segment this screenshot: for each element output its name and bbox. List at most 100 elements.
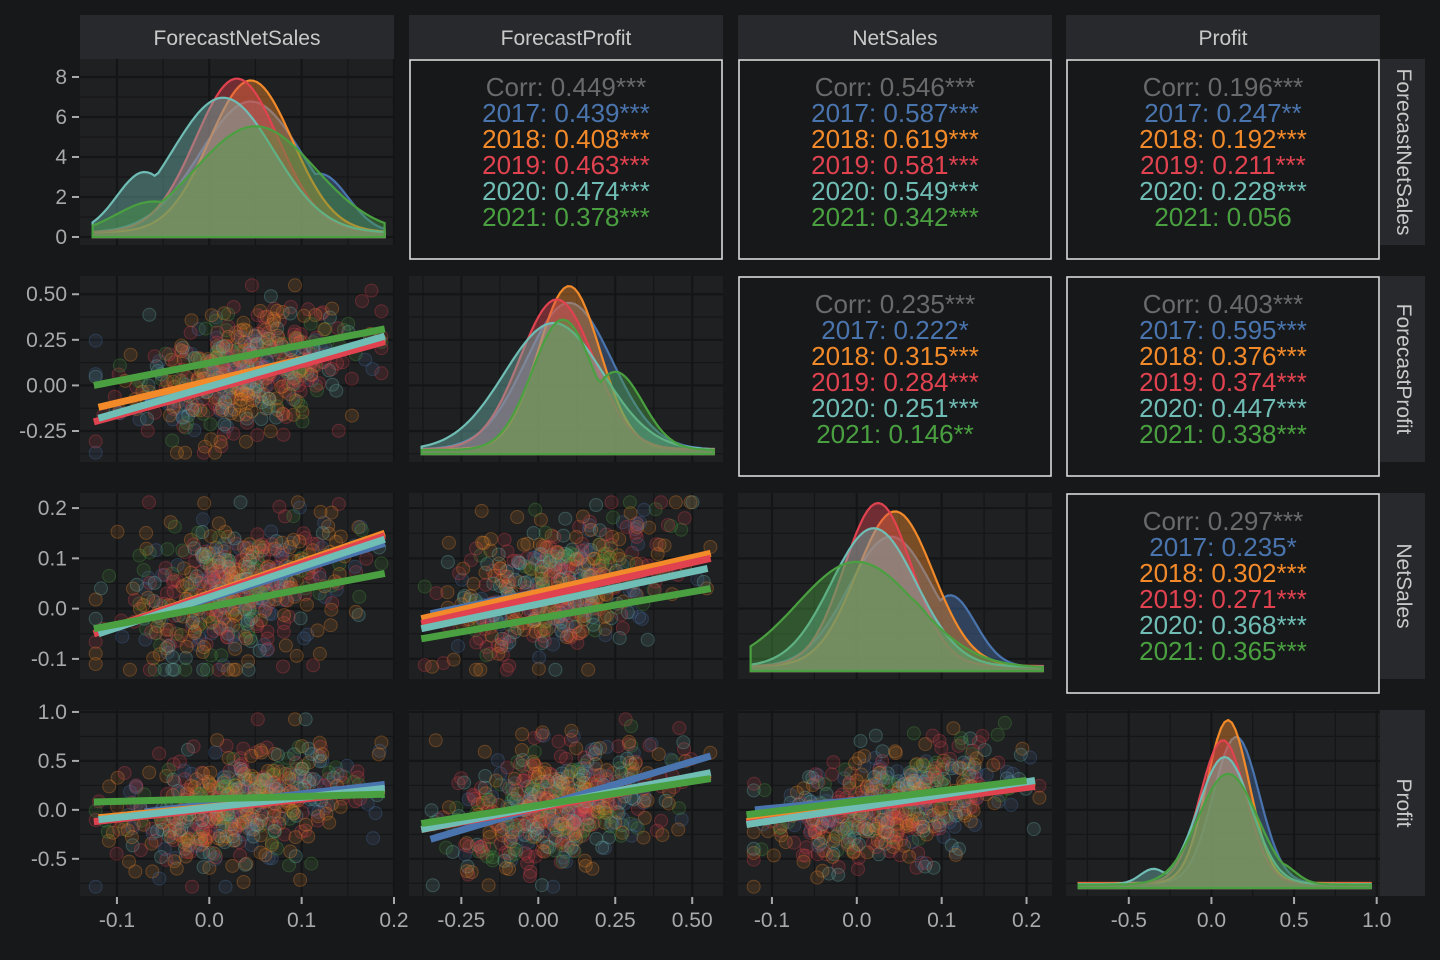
- scatter-point: [576, 775, 591, 790]
- scatter-point: [237, 540, 252, 555]
- scatter-point: [209, 540, 224, 555]
- scatter-point: [668, 495, 683, 510]
- scatter-point: [287, 747, 302, 762]
- scatter-point: [288, 768, 303, 783]
- scatter-point: [773, 823, 788, 838]
- scatter-point: [374, 366, 389, 381]
- scatter-point: [230, 809, 245, 824]
- scatter-point: [842, 777, 857, 792]
- scatter-point: [304, 368, 319, 382]
- scatter-point: [881, 815, 895, 830]
- scatter-point: [923, 808, 938, 823]
- scatter-point: [810, 847, 825, 862]
- scatter-point: [161, 639, 176, 654]
- scatter-point: [517, 828, 532, 842]
- scatter-point: [214, 541, 229, 556]
- scatter-point: [603, 809, 618, 824]
- scatter-point: [351, 520, 366, 535]
- scatter-point: [374, 735, 389, 750]
- scatter-point: [817, 777, 832, 792]
- scatter-point: [493, 766, 508, 781]
- scatter-point: [146, 651, 161, 666]
- scatter-point: [609, 804, 624, 819]
- scatter-point: [217, 835, 232, 850]
- scatter-point: [152, 746, 167, 761]
- scatter-point: [374, 304, 389, 319]
- corr-group-2020: 2020: 0.447***: [1139, 393, 1307, 423]
- scatter-point: [556, 528, 571, 543]
- scatter-point: [612, 631, 627, 645]
- scatter-point: [537, 633, 552, 648]
- scatter-point: [583, 543, 598, 557]
- scatter-point: [353, 520, 368, 534]
- scatter-point: [208, 310, 223, 325]
- scatter-point: [324, 602, 339, 617]
- scatter-point: [524, 562, 539, 576]
- scatter-point: [195, 548, 210, 563]
- scatter-point: [651, 747, 666, 762]
- scatter-point: [857, 759, 872, 773]
- scatter-point: [543, 549, 558, 564]
- scatter-point: [208, 814, 223, 829]
- scatter-point: [252, 818, 267, 833]
- scatter-point: [237, 766, 252, 781]
- scatter-point: [267, 824, 282, 839]
- scatter-point: [157, 842, 172, 856]
- scatter-point: [169, 861, 184, 876]
- scatter-point: [221, 329, 236, 344]
- scatter-point: [640, 793, 655, 808]
- scatter-point: [227, 531, 242, 546]
- scatter-point: [502, 781, 516, 796]
- scatter-point: [683, 495, 698, 510]
- scatter-point: [203, 615, 218, 630]
- x-tick-label: 0.0: [1197, 909, 1226, 932]
- scatter-point: [187, 572, 202, 587]
- scatter-point: [169, 817, 184, 832]
- scatter-point: [799, 840, 814, 855]
- scatter-point: [581, 662, 596, 677]
- scatter-point: [266, 775, 281, 790]
- scatter-point: [542, 620, 557, 635]
- scatter-point: [498, 845, 513, 860]
- scatter-point: [267, 824, 282, 838]
- scatter-point: [597, 546, 612, 561]
- scatter-point: [825, 849, 840, 864]
- scatter-point: [575, 562, 590, 576]
- scatter-point: [588, 757, 603, 772]
- x-tick-label: 0.0: [195, 909, 224, 932]
- scatter-point: [261, 391, 276, 406]
- scatter-point: [882, 775, 896, 790]
- scatter-point: [798, 848, 813, 863]
- scatter-point: [220, 630, 234, 644]
- scatter-point: [226, 561, 241, 576]
- scatter-point: [196, 512, 210, 527]
- scatter-point: [577, 853, 592, 868]
- scatter-point: [956, 755, 971, 770]
- scatter-point: [624, 738, 639, 753]
- scatter-point: [912, 811, 927, 826]
- scatter-point: [888, 744, 903, 759]
- scatter-point: [229, 606, 244, 621]
- scatter-point: [340, 758, 354, 773]
- scatter-point: [272, 778, 286, 793]
- scatter-point: [242, 553, 257, 568]
- scatter-point: [253, 845, 268, 860]
- scatter-point: [241, 821, 256, 836]
- scatter-point: [263, 542, 278, 557]
- scatter-point: [844, 766, 859, 781]
- scatter-point: [555, 838, 570, 853]
- scatter-point: [303, 771, 318, 786]
- scatter-point: [563, 628, 578, 643]
- scatter-point: [256, 387, 271, 402]
- scatter-point: [88, 445, 103, 460]
- scatter-point: [310, 813, 325, 828]
- scatter-point: [101, 833, 116, 848]
- scatter-point: [240, 613, 255, 628]
- scatter-point: [567, 844, 582, 859]
- scatter-point: [243, 337, 258, 352]
- scatter-point: [270, 543, 285, 558]
- scatter-point: [228, 565, 243, 580]
- scatter-point: [194, 564, 209, 579]
- scatter-point: [278, 766, 293, 781]
- scatter-point: [932, 733, 947, 748]
